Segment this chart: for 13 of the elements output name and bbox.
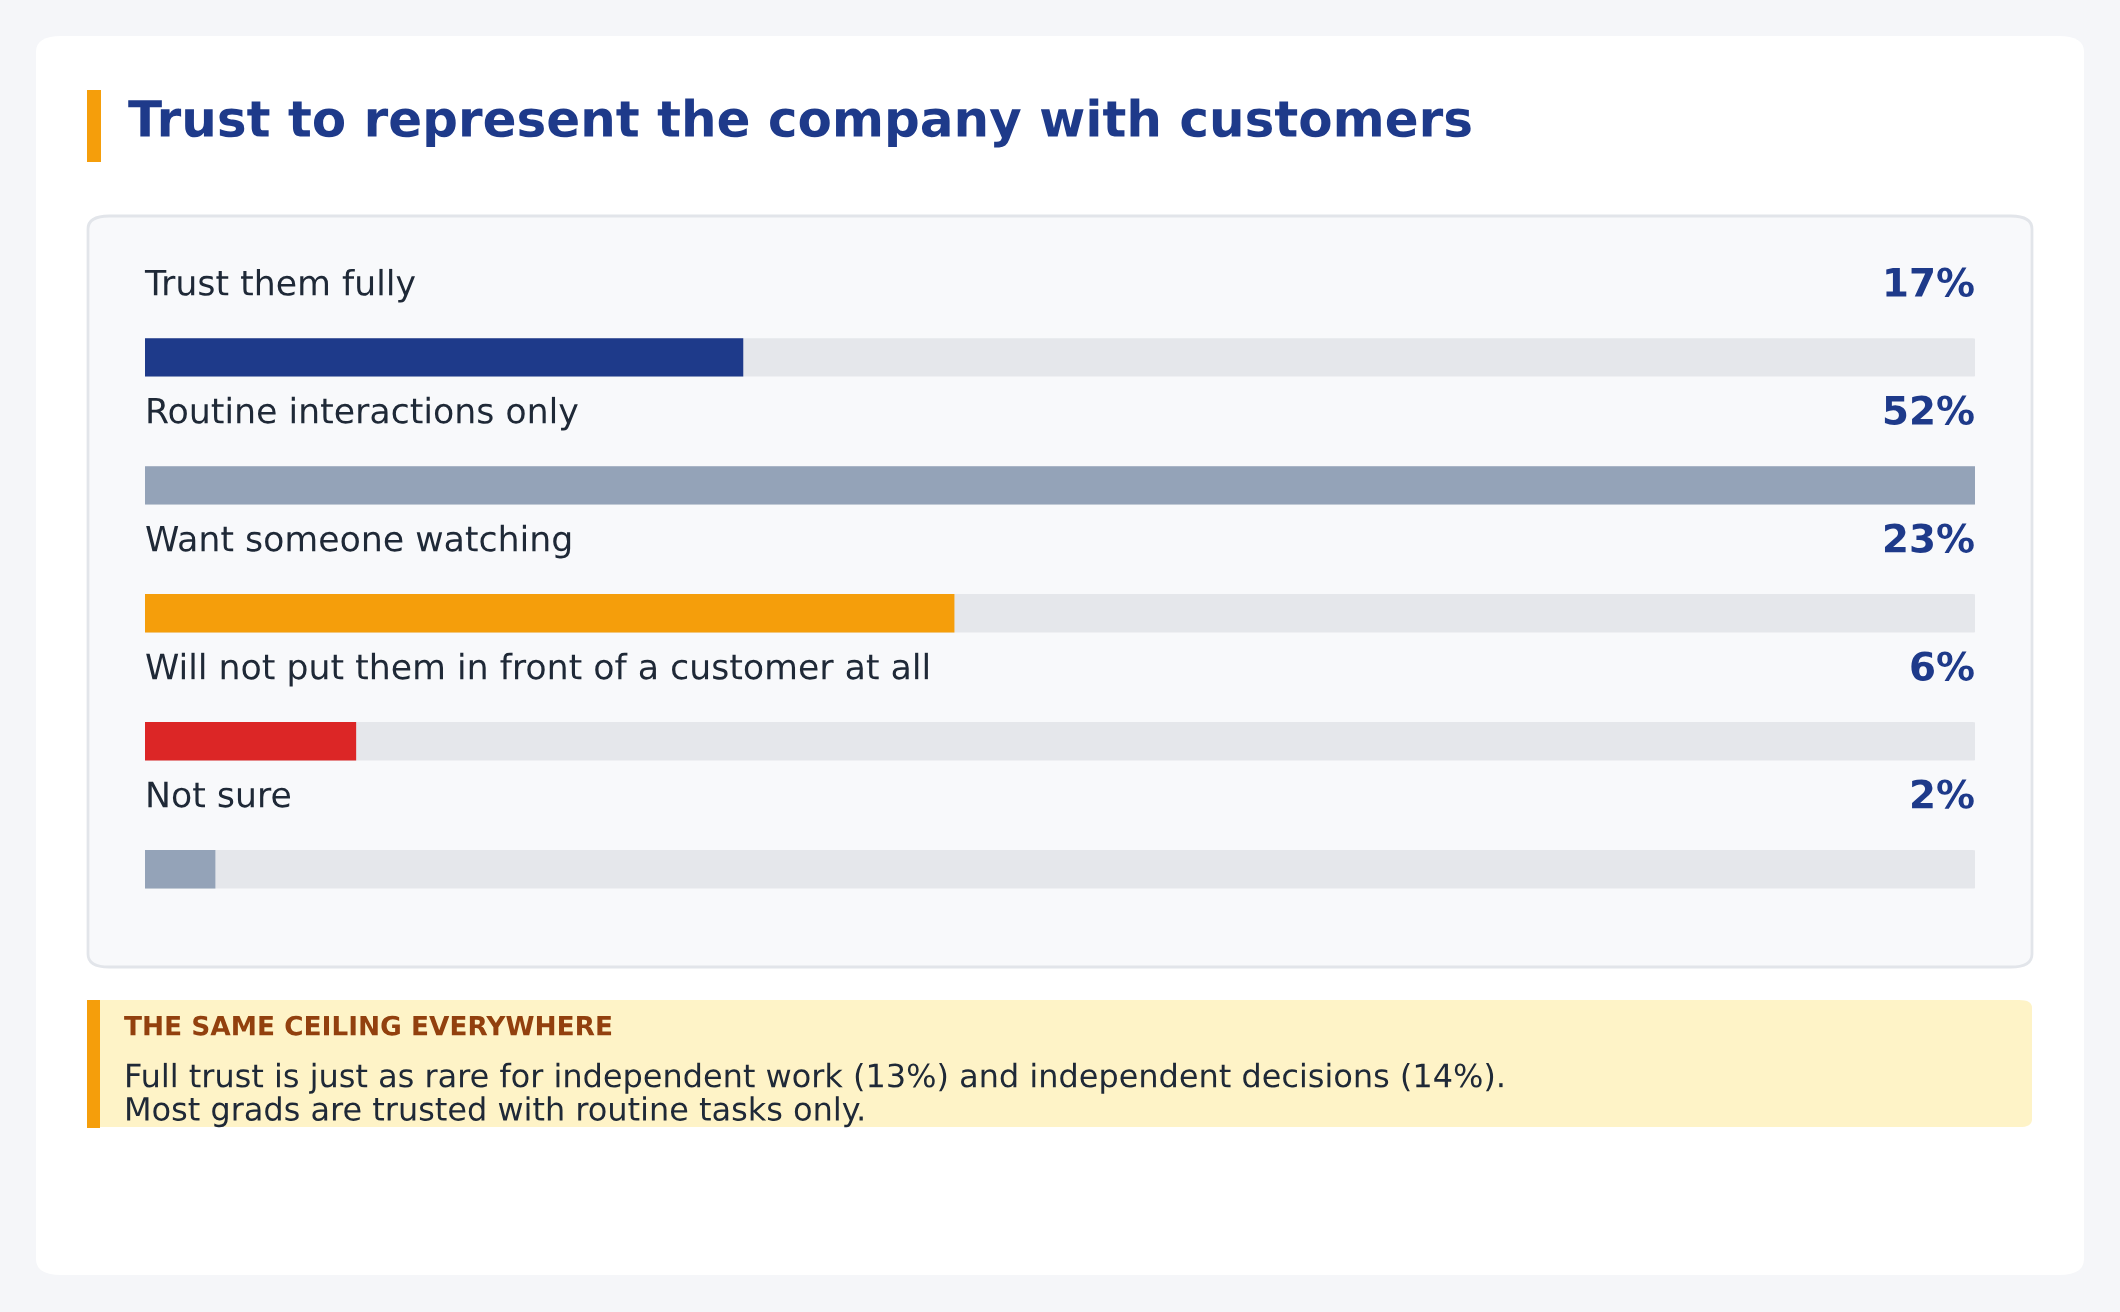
data-label: 23%	[1884, 523, 1974, 553]
data-label: 52%	[1884, 395, 1974, 425]
chart-title: Trust to represent the company with customers	[128, 98, 1471, 148]
text: THE SAME CEILING EVERYWHERE	[124, 1015, 612, 1036]
y-tick-label: Routine interactions only	[148, 396, 578, 431]
y-tick-label: Want someone watching	[146, 524, 571, 559]
y-tick-label: Will not put them in front of a customer at all	[146, 652, 928, 687]
data-label: 17%	[1886, 267, 1974, 297]
text: Full trust is just as rare for independent work (13%) and independent decisions (14%). Most grads are trusted with routine tasks only.	[127, 1062, 1503, 1128]
data-label: 6%	[1911, 651, 1974, 681]
y-tick-label: Not sure	[148, 781, 290, 808]
y-tick-label: Trust them fully	[144, 268, 415, 303]
data-label: 2%	[1912, 779, 1974, 809]
